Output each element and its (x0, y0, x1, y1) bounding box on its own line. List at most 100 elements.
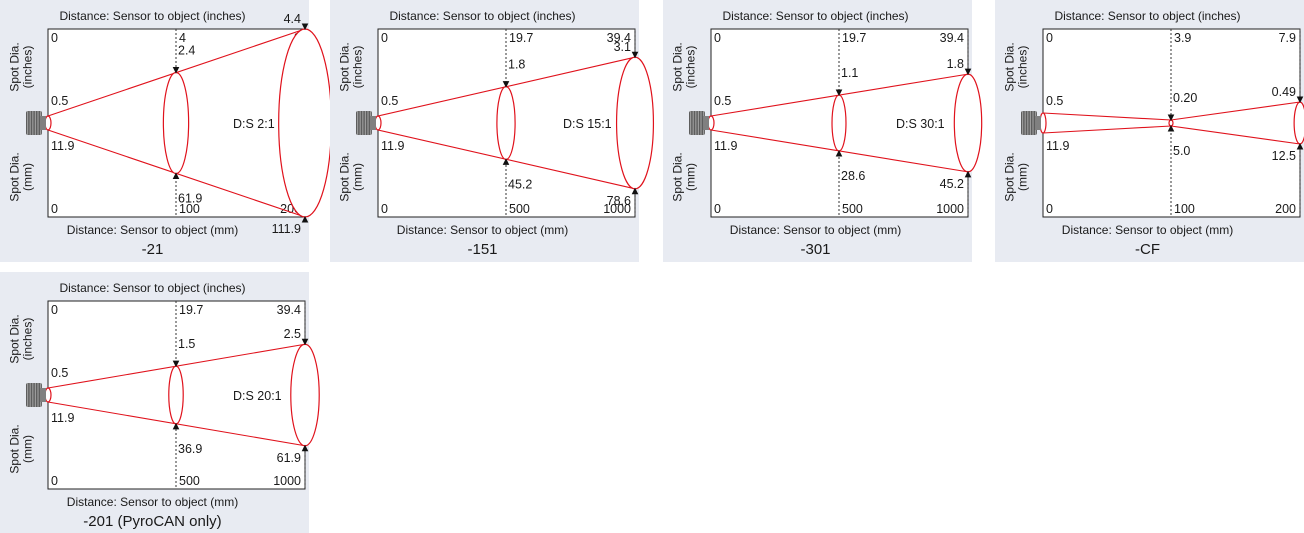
y-label-mm-text: Spot Dia.(mm) (8, 424, 35, 473)
mm-tick: 1000 (273, 474, 301, 488)
spot-end (278, 28, 332, 218)
model-name: -21 (142, 241, 164, 258)
y-label-mm: Spot Dia.(mm) (671, 152, 698, 201)
mm-tick: 500 (842, 202, 863, 216)
top-axis-title: Distance: Sensor to object (inches) (722, 9, 908, 23)
end-arrow-down (301, 23, 309, 31)
spot-end (615, 56, 655, 190)
end-arrow-down (1296, 96, 1304, 104)
spot-mid (831, 94, 847, 152)
top-axis-title: Distance: Sensor to object (inches) (59, 9, 245, 23)
mid-arrow-down (172, 360, 180, 368)
inch-tick: 0 (51, 303, 58, 317)
sensor-icon (26, 111, 46, 135)
ds-ratio: D:S 2:1 (233, 117, 275, 131)
sensor-icon (356, 111, 376, 135)
spot-inch-value: 0.5 (51, 366, 68, 380)
y-label-mm: Spot Dia.(mm) (1003, 152, 1030, 201)
diagram-3: Distance: Sensor to object (inches) Dista… (663, 0, 983, 262)
spot-inch-value: 1.8 (508, 58, 525, 72)
end-arrow-up (301, 444, 309, 452)
y-label-inches: Spot Dia.(inches) (8, 42, 35, 91)
inch-tick: 3.9 (1174, 31, 1191, 45)
spot-end (1293, 101, 1304, 145)
inch-tick: 19.7 (509, 31, 533, 45)
y-label-inches-text: Spot Dia.(inches) (8, 314, 35, 363)
y-label-inches: Spot Dia.(inches) (1003, 42, 1030, 91)
y-label-mm-text: Spot Dia.(mm) (8, 152, 35, 201)
spot-mm-value: 111.9 (272, 222, 301, 236)
sensor-icon (26, 383, 46, 407)
mm-tick: 0 (51, 202, 58, 216)
end-arrow-up (631, 187, 639, 195)
spot-mm-value: 11.9 (1046, 139, 1069, 153)
mid-arrow-down (502, 81, 510, 88)
spot-mm-value: 11.9 (714, 139, 737, 153)
bottom-axis-title: Distance: Sensor to object (mm) (67, 223, 238, 237)
mid-arrow-up (502, 158, 510, 165)
top-axis-title: Distance: Sensor to object (inches) (389, 9, 575, 23)
inch-tick: 39.4 (940, 31, 964, 45)
spot-inch-value: 2.4 (178, 44, 195, 58)
model-name: -301 (800, 241, 830, 258)
bottom-axis-title: Distance: Sensor to object (mm) (67, 495, 238, 509)
inch-tick: 39.4 (607, 31, 631, 45)
spot-inch-value: 2.5 (284, 327, 301, 341)
spot-mm-value: 36.9 (178, 442, 202, 456)
spot-mid (162, 71, 190, 175)
mm-tick: 1000 (936, 202, 964, 216)
y-label-inches-text: Spot Dia.(inches) (338, 42, 365, 91)
y-label-inches-text: Spot Dia.(inches) (671, 42, 698, 91)
top-axis-title: Distance: Sensor to object (inches) (1054, 9, 1240, 23)
y-label-mm: Spot Dia.(mm) (338, 152, 365, 201)
spot-mm-value: 61.9 (178, 192, 202, 206)
mm-tick: 500 (179, 474, 200, 488)
spot-mm-value: 45.2 (508, 177, 532, 191)
mm-tick: 200 (1275, 202, 1296, 216)
spot-inch-value: 0.5 (714, 94, 731, 108)
mid-arrow-up (172, 422, 180, 430)
spot-mm-value: 61.9 (277, 451, 301, 465)
bottom-axis-title: Distance: Sensor to object (mm) (1062, 223, 1233, 237)
spot-inch-value: 0.20 (1173, 91, 1197, 105)
spot-end (953, 73, 983, 173)
mid-arrow-down (835, 89, 843, 97)
mid-arrow-up (1167, 124, 1175, 132)
y-label-mm: Spot Dia.(mm) (8, 424, 35, 473)
y-label-mm-text: Spot Dia.(mm) (1003, 152, 1030, 201)
mm-tick: 100 (1174, 202, 1195, 216)
model-name: -201 (PyroCAN only) (83, 513, 221, 530)
end-arrow-up (301, 215, 309, 223)
inch-tick: 4 (179, 31, 186, 45)
y-label-inches-text: Spot Dia.(inches) (8, 42, 35, 91)
ds-ratio: D:S 15:1 (563, 117, 612, 131)
inch-tick: 0 (51, 31, 58, 45)
spot-inch-value: 0.5 (1046, 94, 1063, 108)
spot-inch-value: 1.5 (178, 337, 195, 351)
inch-tick: 0 (714, 31, 721, 45)
inch-tick: 7.9 (1279, 31, 1296, 45)
inch-tick: 19.7 (179, 303, 203, 317)
mm-tick: 0 (51, 474, 58, 488)
mm-tick: 500 (509, 202, 530, 216)
end-arrow-down (301, 338, 309, 346)
spot-mm-value: 11.9 (51, 411, 74, 425)
end-arrow-down (631, 51, 639, 59)
spot-inch-value: 1.1 (841, 66, 858, 80)
end-arrow-up (964, 170, 972, 178)
inch-tick: 0 (381, 31, 388, 45)
mm-tick: 100 (179, 202, 200, 216)
spot-inch-value: 0.5 (381, 94, 398, 108)
spot-end (290, 343, 320, 447)
spot-mid (168, 365, 184, 425)
top-axis-title: Distance: Sensor to object (inches) (59, 281, 245, 295)
y-label-mm: Spot Dia.(mm) (8, 152, 35, 201)
inch-tick: 0 (1046, 31, 1053, 45)
ds-ratio: D:S 30:1 (896, 117, 945, 131)
spot-mm-value: 5.0 (1173, 144, 1190, 158)
spot-mm-value: 11.9 (381, 139, 404, 153)
spot-mid (496, 85, 516, 161)
mid-arrow-up (835, 149, 843, 157)
mm-tick: 0 (1046, 202, 1053, 216)
